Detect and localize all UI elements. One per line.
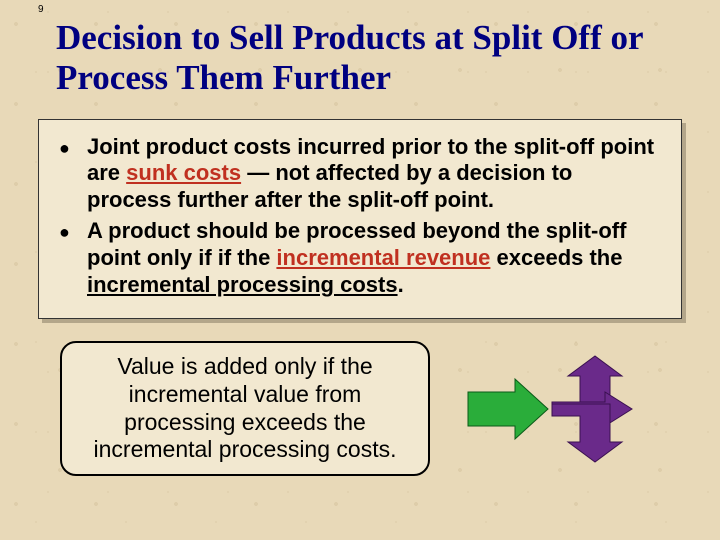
incremental-cost-highlight: incremental processing costs	[87, 272, 398, 297]
sunk-costs-highlight: sunk costs	[126, 160, 241, 185]
content-box: ● Joint product costs incurred prior to …	[38, 119, 682, 320]
value-added-box: Value is added only if the incremental v…	[60, 341, 430, 475]
bullet-dot-icon: ●	[59, 134, 87, 214]
split-arrow-icon	[460, 354, 640, 464]
bullet-text: A product should be processed beyond the…	[87, 218, 661, 298]
bottom-row: Value is added only if the incremental v…	[60, 341, 682, 475]
bullet-dot-icon: ●	[59, 218, 87, 298]
text-fragment: .	[398, 272, 404, 297]
text-fragment: exceeds the	[490, 245, 622, 270]
bullet-item: ● Joint product costs incurred prior to …	[59, 134, 661, 214]
bullet-item: ● A product should be processed beyond t…	[59, 218, 661, 298]
page-number: 9	[38, 4, 44, 15]
bullet-text: Joint product costs incurred prior to th…	[87, 134, 661, 214]
bullet-list: ● Joint product costs incurred prior to …	[59, 134, 661, 299]
slide-title: Decision to Sell Products at Split Off o…	[0, 0, 720, 111]
incremental-revenue-highlight: incremental revenue	[276, 245, 490, 270]
